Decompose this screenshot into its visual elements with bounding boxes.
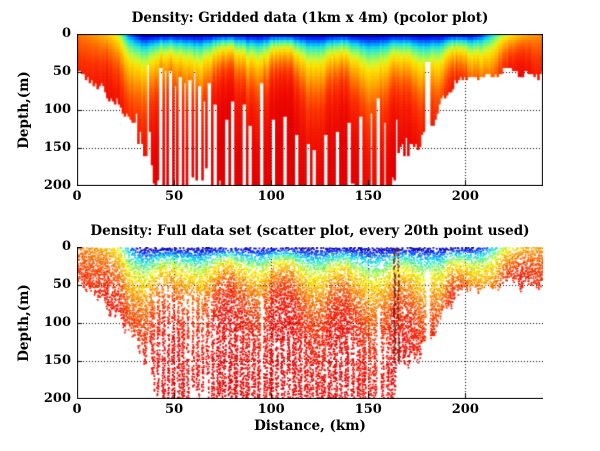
scatter-y-tick-label: 0	[61, 239, 71, 254]
scatter-x-tick-label: 50	[165, 402, 184, 417]
pcolor-y-tick-label: 0	[61, 26, 71, 41]
pcolor-x-tick-label: 200	[451, 189, 479, 204]
scatter-plot-canvas	[77, 247, 543, 399]
pcolor-y-tick-label: 100	[43, 102, 71, 117]
pcolor-x-tick-label: 150	[354, 189, 382, 204]
pcolor-y-tick-label: 150	[43, 140, 71, 155]
scatter-y-axis-label: Depth,(m)	[16, 284, 32, 362]
scatter-plot-title: Density: Full data set (scatter plot, ev…	[90, 223, 530, 239]
pcolor-y-axis-label: Depth,(m)	[16, 71, 32, 149]
pcolor-plot-canvas	[77, 34, 543, 186]
scatter-y-tick-label: 200	[43, 391, 71, 406]
pcolor-x-tick-label: 100	[257, 189, 285, 204]
pcolor-y-tick-label: 50	[52, 64, 71, 79]
pcolor-plot-title: Density: Gridded data (1km x 4m) (pcolor…	[131, 10, 489, 26]
pcolor-y-tick-label: 200	[43, 178, 71, 193]
scatter-y-tick-label: 150	[43, 353, 71, 368]
scatter-x-tick-label: 150	[354, 402, 382, 417]
scatter-y-tick-label: 50	[52, 277, 71, 292]
scatter-x-tick-label: 100	[257, 402, 285, 417]
x-axis-label: Distance, (km)	[254, 418, 366, 434]
pcolor-x-tick-label: 0	[72, 189, 82, 204]
scatter-x-tick-label: 0	[72, 402, 82, 417]
scatter-y-tick-label: 100	[43, 315, 71, 330]
scatter-x-tick-label: 200	[451, 402, 479, 417]
pcolor-x-tick-label: 50	[165, 189, 184, 204]
